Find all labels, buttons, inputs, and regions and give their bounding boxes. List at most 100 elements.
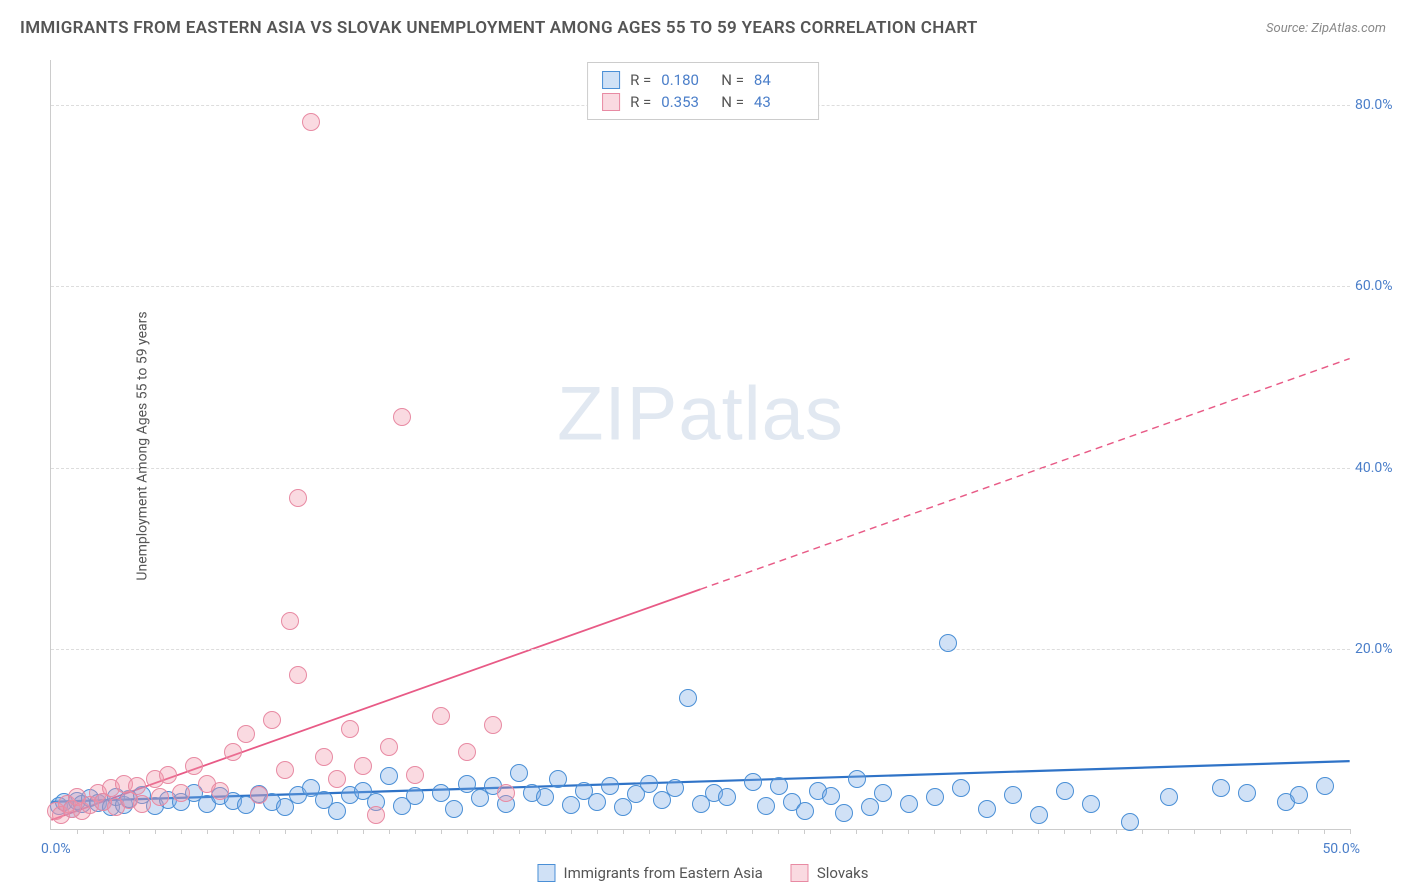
scatter-point-slovaks: [354, 757, 372, 775]
scatter-point-slovaks: [367, 806, 385, 824]
chart-title: IMMIGRANTS FROM EASTERN ASIA VS SLOVAK U…: [20, 18, 978, 38]
scatter-point-slovaks: [328, 770, 346, 788]
scatter-point-slovaks: [497, 784, 515, 802]
scatter-point-immigrants: [432, 784, 450, 802]
scatter-point-immigrants: [328, 802, 346, 820]
scatter-point-slovaks: [151, 788, 169, 806]
scatter-point-immigrants: [1082, 795, 1100, 813]
scatter-point-immigrants: [536, 788, 554, 806]
scatter-point-immigrants: [770, 777, 788, 795]
scatter-point-slovaks: [393, 408, 411, 426]
scatter-point-immigrants: [1121, 813, 1139, 831]
legend-item-immigrants: Immigrants from Eastern Asia: [537, 864, 762, 882]
scatter-point-slovaks: [185, 757, 203, 775]
legend-swatch-immigrants: [602, 71, 620, 89]
grid-line: [51, 649, 1350, 650]
scatter-point-slovaks: [281, 612, 299, 630]
scatter-point-immigrants: [380, 767, 398, 785]
scatter-point-slovaks: [211, 782, 229, 800]
scatter-point-slovaks: [289, 666, 307, 684]
scatter-point-slovaks: [263, 711, 281, 729]
scatter-point-slovaks: [484, 716, 502, 734]
scatter-point-immigrants: [1238, 784, 1256, 802]
scatter-point-immigrants: [1160, 788, 1178, 806]
watermark-text: ZIPatlas: [557, 370, 844, 457]
scatter-point-immigrants: [1030, 806, 1048, 824]
legend-n-label: N =: [721, 71, 744, 89]
scatter-point-immigrants: [926, 788, 944, 806]
y-axis-tick-label: 40.0%: [1355, 460, 1400, 476]
legend-stat-row-slovaks: R =0.353N =43: [602, 91, 804, 113]
legend-stat-row-immigrants: R = 0.180 N = 84: [602, 69, 804, 91]
legend-label-immigrants: Immigrants from Eastern Asia: [563, 864, 762, 882]
scatter-point-immigrants: [1004, 786, 1022, 804]
scatter-point-immigrants: [848, 770, 866, 788]
scatter-point-slovaks: [276, 761, 294, 779]
scatter-point-immigrants: [666, 779, 684, 797]
x-axis-tick-max: 50.0%: [1322, 841, 1360, 857]
scatter-point-slovaks: [128, 777, 146, 795]
source-attribution: Source: ZipAtlas.com: [1266, 21, 1386, 36]
grid-line: [51, 468, 1350, 469]
trend-lines-layer: [51, 60, 1350, 829]
scatter-point-immigrants: [978, 800, 996, 818]
scatter-point-slovaks: [159, 766, 177, 784]
y-axis-tick-label: 80.0%: [1355, 97, 1400, 113]
watermark-atlas: atlas: [678, 371, 844, 456]
legend-n-label: N =: [721, 93, 744, 111]
scatter-point-immigrants: [601, 777, 619, 795]
watermark-zip: ZIP: [557, 371, 678, 456]
scatter-point-slovaks: [289, 489, 307, 507]
y-axis-tick-label: 60.0%: [1355, 278, 1400, 294]
scatter-point-slovaks: [315, 748, 333, 766]
scatter-plot-area: ZIPatlas 0.0% 50.0% 20.0%40.0%60.0%80.0%: [50, 60, 1350, 830]
scatter-point-immigrants: [1290, 786, 1308, 804]
legend-swatch-slovaks: [791, 864, 809, 882]
legend-r-label: R =: [630, 93, 651, 111]
legend-n-value: 43: [754, 93, 804, 111]
scatter-point-immigrants: [744, 773, 762, 791]
grid-line: [51, 286, 1350, 287]
correlation-legend: R =0.180N =84R =0.353N =43: [587, 62, 819, 120]
scatter-point-immigrants: [1212, 779, 1230, 797]
scatter-point-immigrants: [822, 787, 840, 805]
legend-item-slovaks: Slovaks: [791, 864, 869, 882]
scatter-point-slovaks: [133, 795, 151, 813]
scatter-point-immigrants: [445, 800, 463, 818]
scatter-point-slovaks: [380, 738, 398, 756]
scatter-point-immigrants: [952, 779, 970, 797]
legend-swatch-slovaks: [602, 93, 620, 111]
scatter-point-immigrants: [796, 802, 814, 820]
scatter-point-slovaks: [406, 766, 424, 784]
scatter-point-slovaks: [237, 725, 255, 743]
legend-n-value: 84: [754, 71, 804, 89]
scatter-point-immigrants: [939, 634, 957, 652]
scatter-point-slovaks: [432, 707, 450, 725]
y-axis-tick-label: 20.0%: [1355, 641, 1400, 657]
scatter-point-immigrants: [406, 787, 424, 805]
scatter-point-immigrants: [1316, 777, 1334, 795]
scatter-point-immigrants: [757, 797, 775, 815]
scatter-point-slovaks: [172, 784, 190, 802]
scatter-point-slovaks: [458, 743, 476, 761]
x-axis-tick-min: 0.0%: [41, 841, 71, 857]
scatter-point-immigrants: [835, 804, 853, 822]
scatter-point-slovaks: [341, 720, 359, 738]
scatter-point-immigrants: [458, 775, 476, 793]
scatter-point-immigrants: [718, 788, 736, 806]
scatter-point-slovaks: [224, 743, 242, 761]
scatter-point-immigrants: [874, 784, 892, 802]
scatter-point-immigrants: [640, 775, 658, 793]
legend-r-label: R =: [630, 71, 651, 89]
chart-header: IMMIGRANTS FROM EASTERN ASIA VS SLOVAK U…: [20, 18, 1386, 38]
scatter-point-immigrants: [588, 793, 606, 811]
legend-r-value: 0.180: [661, 71, 711, 89]
scatter-point-immigrants: [1056, 782, 1074, 800]
legend-swatch-immigrants: [537, 864, 555, 882]
scatter-point-immigrants: [614, 798, 632, 816]
scatter-point-immigrants: [861, 798, 879, 816]
legend-label-slovaks: Slovaks: [817, 864, 869, 882]
scatter-point-immigrants: [510, 764, 528, 782]
scatter-point-slovaks: [250, 786, 268, 804]
scatter-point-immigrants: [900, 795, 918, 813]
